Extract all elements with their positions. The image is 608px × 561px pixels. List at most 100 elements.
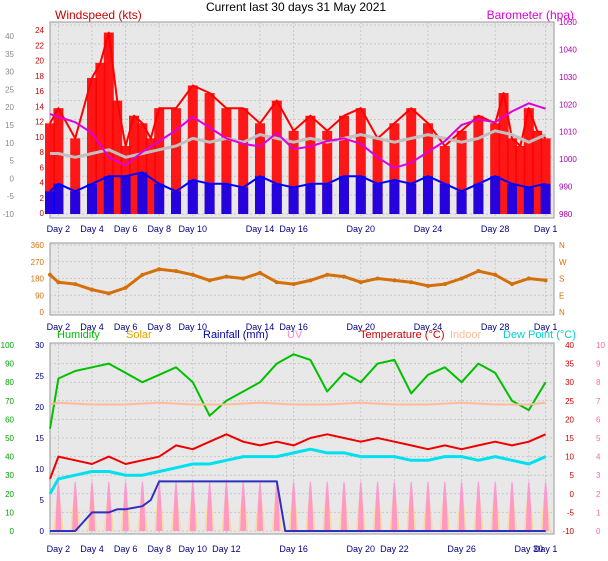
wind-blue-bar (271, 183, 282, 214)
axis-tick-label: 9 (596, 360, 601, 369)
legend-label: Rainfall (mm) (203, 329, 268, 341)
uv-hump (240, 481, 247, 531)
wind-blue-bar (187, 179, 198, 214)
axis-tick-label: 30 (35, 341, 44, 350)
uv-hump (307, 481, 314, 531)
x-tick-label: Day 10 (179, 224, 208, 234)
axis-tick-label: 4 (596, 453, 601, 462)
x-tick-label: Day 24 (414, 224, 443, 234)
uv-hump (72, 481, 79, 531)
direction-degree-ticks: 0 90 180 270 360 (31, 241, 45, 317)
windspeed-bar (255, 123, 265, 214)
wind-blue-bar (490, 176, 501, 214)
wind-direction-point (392, 278, 397, 283)
axis-tick-label: 1040 (559, 45, 577, 54)
uv-hump (509, 481, 515, 531)
windspeed-bar (171, 108, 181, 214)
x-tick-label: Day 16 (279, 322, 308, 332)
axis-tick-label: 100 (1, 341, 15, 350)
wind-pressure-panel: Windspeed (kts) Barometer (hpa) -10 -5 0 5 1… (2, 8, 577, 234)
temperature-axis-ticks: -10 -5 0 5 10 15 20 25 30 35 40 (562, 341, 574, 536)
wind-direction-point (207, 278, 212, 283)
x-tick-label: Day 14 (246, 322, 275, 332)
wind-blue-bar (137, 172, 148, 214)
axis-tick-label: 20 (35, 403, 44, 412)
wind-blue-bar (103, 176, 114, 214)
wind-blue-bar (507, 183, 517, 214)
windspeed-bar (45, 123, 55, 214)
axis-tick-label: 0 (40, 209, 45, 218)
wind-direction-point (258, 270, 262, 275)
legend-label: Indoor (450, 329, 482, 341)
windspeed-bar (204, 93, 215, 214)
axis-tick-label: 15 (35, 434, 44, 443)
wind-blue-bar (423, 176, 433, 214)
axis-tick-label: 1010 (559, 128, 577, 137)
wind-x-axis-ticks: Day 2 Day 4 Day 6 Day 8 Day 10 Day 14 Day 16 Da… (47, 224, 558, 234)
axis-tick-label: 990 (559, 183, 573, 192)
axis-tick-label: 10 (35, 465, 44, 474)
windspeed-bar (322, 130, 333, 214)
x-tick-label: Day 6 (114, 544, 138, 554)
x-tick-label: Day 26 (447, 544, 476, 554)
wind-direction-point (48, 272, 52, 277)
wind-blue-bar (439, 183, 450, 214)
axis-tick-label: 25 (5, 85, 14, 94)
wind-blue-bar (322, 183, 333, 214)
x-tick-label: Day 1 (534, 544, 558, 554)
x-tick-label: Day 6 (114, 322, 138, 332)
wind-blue-bar (87, 183, 97, 214)
wind-blue-bar (456, 191, 467, 214)
axis-tick-label: 1030 (559, 73, 577, 82)
wind-blue-bar (305, 183, 316, 214)
axis-tick-label: 15 (5, 121, 14, 130)
windspeed-bar (238, 108, 249, 214)
wind-direction-point (526, 276, 531, 281)
windspeed-bar (221, 108, 232, 214)
axis-tick-label: 5 (596, 434, 601, 443)
axis-tick-label: 7 (596, 397, 601, 406)
wind-direction-point (510, 282, 514, 287)
x-tick-label: Day 20 (347, 544, 376, 554)
direction-gridlines (50, 243, 554, 315)
axis-tick-label: 40 (5, 453, 14, 462)
axis-tick-label: 25 (35, 372, 44, 381)
legend-label: Temperature (°C) (360, 329, 444, 341)
chart-title: Current last 30 days 31 May 2021 (206, 0, 386, 14)
wind-grey-line (50, 129, 547, 159)
axis-tick-label: 0 (10, 527, 15, 536)
axis-tick-label: 10 (35, 133, 44, 142)
uv-hump (525, 481, 532, 531)
windspeed-bar (137, 123, 148, 214)
windspeed-bar (95, 62, 106, 214)
wind-direction-point (291, 282, 296, 287)
wind-direction-point (190, 272, 195, 277)
wind-blue-line (49, 171, 546, 193)
x-tick-label: Day 8 (147, 224, 171, 234)
legend-label: Solar (126, 329, 152, 341)
uv-hump (324, 481, 331, 531)
windspeed-bar (288, 130, 299, 214)
uv-hump (357, 481, 364, 531)
uv-hump (173, 481, 179, 531)
x-tick-label: Day 30 (515, 544, 544, 554)
windspeed-bar (305, 115, 316, 214)
humidity-line (49, 353, 547, 429)
axis-tick-label: 90 (35, 291, 44, 300)
windspeed-bar (406, 108, 417, 214)
uv-hump (89, 481, 95, 531)
wind-blue-bar (45, 191, 55, 214)
wind-outer-axis-ticks: -10 -5 0 5 10 15 20 25 30 35 40 (2, 32, 14, 219)
x-tick-label: Day 1 (534, 322, 558, 332)
axis-tick-label: 20 (565, 415, 574, 424)
wind-direction-point (56, 280, 61, 285)
wind-direction-point (342, 274, 346, 279)
temperature-x-axis-ticks: Day 2 Day 4 Day 6 Day 8 Day 10 Day 12 Day 16 Da… (47, 544, 558, 554)
wind-direction-point (375, 276, 380, 281)
x-tick-label: Day 20 (347, 322, 376, 332)
windspeed-axis-label: Windspeed (kts) (55, 8, 142, 22)
barometer-axis-label: Barometer (hpa) (487, 8, 574, 22)
x-tick-label: Day 6 (114, 224, 138, 234)
axis-tick-label: 40 (5, 32, 14, 41)
